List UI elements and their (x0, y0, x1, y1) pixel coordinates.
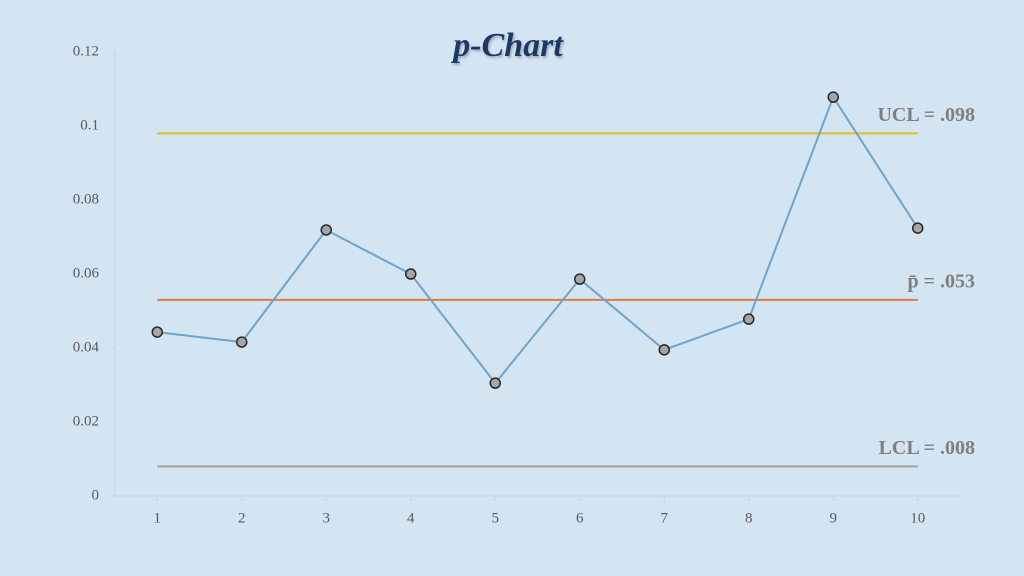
x-tick-label: 1 (154, 510, 162, 526)
x-tick-label: 9 (830, 510, 838, 526)
data-point (658, 344, 670, 356)
data-point (827, 91, 839, 103)
y-tick-label: 0.12 (73, 43, 99, 59)
x-tick-label: 2 (238, 510, 246, 526)
data-point (912, 222, 924, 234)
y-tick-label: 0.06 (73, 265, 100, 281)
y-tick-label: 0 (92, 487, 100, 503)
y-tick-label: 0.08 (73, 191, 99, 207)
data-point (151, 326, 163, 338)
x-tick-label: 10 (910, 510, 925, 526)
control-limit-label: p̄ = .053 (907, 270, 975, 292)
x-tick-label: 4 (407, 510, 415, 526)
x-tick-label: 7 (661, 510, 669, 526)
x-tick-label: 8 (745, 510, 753, 526)
chart-title: p-Chart (450, 27, 564, 64)
data-line (157, 94, 919, 385)
y-tick-label: 0.1 (80, 117, 99, 133)
data-point (320, 224, 332, 236)
x-tick-label: 6 (576, 510, 584, 526)
y-tick-label: 0.02 (73, 413, 99, 429)
control-limit-label: UCL = .098 (877, 104, 975, 126)
x-tick-label: 5 (492, 510, 500, 526)
data-point (236, 336, 248, 348)
data-point (574, 273, 586, 285)
data-point (489, 377, 501, 389)
y-tick-label: 0.04 (73, 339, 100, 355)
control-limit-label: LCL = .008 (879, 437, 975, 459)
x-tick-label: 3 (323, 510, 331, 526)
data-point (743, 313, 755, 325)
data-point (405, 268, 417, 280)
